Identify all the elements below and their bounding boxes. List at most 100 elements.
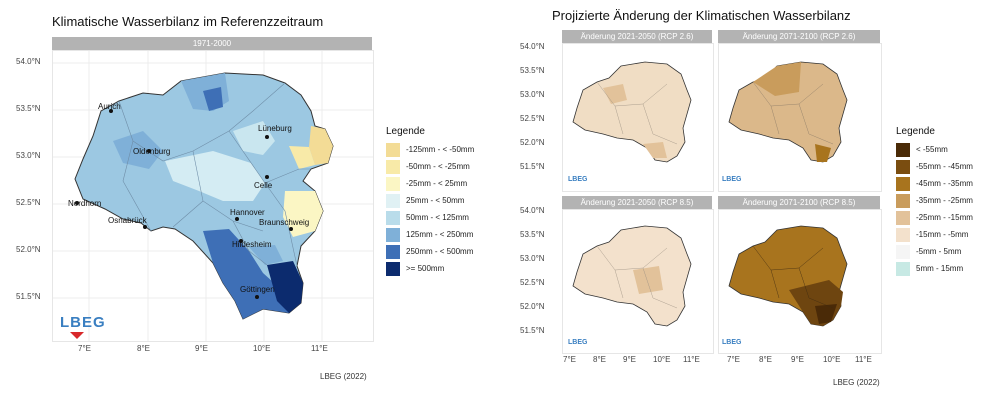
- left-map-panel: [52, 50, 374, 342]
- left-lat-tick: 52.0°N: [16, 245, 41, 254]
- left-legend-label: 50mm - < 125mm: [406, 213, 469, 222]
- right-legend-swatch: [896, 227, 910, 242]
- right-legend-label: 5mm - 15mm: [916, 264, 964, 273]
- right-lat-tick: 52.5°N: [520, 114, 545, 123]
- left-legend: Legende -125mm - < -50mm -50mm - < -25mm -…: [386, 126, 474, 277]
- left-lat-tick: 52.5°N: [16, 198, 41, 207]
- right-lat-tick: 51.5°N: [520, 326, 545, 335]
- left-legend-title: Legende: [386, 126, 425, 137]
- left-map-svg: [53, 51, 373, 341]
- left-legend-swatch: [386, 261, 400, 276]
- right-lat-tick: 52.5°N: [520, 278, 545, 287]
- left-legend-swatch: [386, 142, 400, 157]
- right-lon-tick: 10°E: [653, 355, 671, 364]
- city-label-oldenburg: Oldenburg: [133, 147, 171, 156]
- left-lat-tick: 54.0°N: [16, 57, 41, 66]
- right-lon-tick: 7°E: [563, 355, 576, 364]
- left-legend-swatch: [386, 210, 400, 225]
- lbeg-logo: LBEG: [60, 314, 106, 331]
- right-lat-tick: 53.5°N: [520, 66, 545, 75]
- left-legend-item: -25mm - < 25mm: [386, 175, 474, 192]
- logo-triangle-icon: [70, 332, 84, 339]
- right-lat-tick: 52.0°N: [520, 302, 545, 311]
- right-legend-label: -45mm - -35mm: [916, 179, 973, 188]
- right-legend-item: -15mm - -5mm: [896, 226, 973, 243]
- panel-map-4: [718, 209, 882, 354]
- right-legend-swatch: [896, 142, 910, 157]
- left-legend-item: 125mm - < 250mm: [386, 226, 474, 243]
- right-legend-label: -25mm - -15mm: [916, 213, 973, 222]
- right-legend: Legende < -55mm -55mm - -45mm -45mm - -35m…: [896, 126, 973, 277]
- right-lat-tick: 53.0°N: [520, 90, 545, 99]
- city-label-hannover: Hannover: [230, 208, 265, 217]
- left-legend-item: 50mm - < 125mm: [386, 209, 474, 226]
- right-credit: LBEG (2022): [833, 378, 880, 387]
- right-legend-item: -5mm - 5mm: [896, 243, 973, 260]
- right-legend-label: -15mm - -5mm: [916, 230, 969, 239]
- city-dot-lueneburg: [265, 135, 269, 139]
- panel-strip-4: Änderung 2071-2100 (RCP 8.5): [718, 196, 880, 209]
- panel-logo-1: LBEG: [568, 176, 588, 183]
- right-lat-tick: 53.0°N: [520, 254, 545, 263]
- panel-logo-2: LBEG: [722, 176, 742, 183]
- right-legend-item: -25mm - -15mm: [896, 209, 973, 226]
- right-lon-tick: 9°E: [623, 355, 636, 364]
- right-lon-tick: 9°E: [791, 355, 804, 364]
- left-legend-swatch: [386, 193, 400, 208]
- left-legend-label: 250mm - < 500mm: [406, 247, 474, 256]
- left-legend-label: 25mm - < 50mm: [406, 196, 465, 205]
- right-map-title: Projizierte Änderung der Klimatischen Wa…: [552, 8, 851, 23]
- left-legend-swatch: [386, 244, 400, 259]
- right-legend-swatch: [896, 210, 910, 225]
- panel-logo-3: LBEG: [568, 339, 588, 346]
- city-label-lueneburg: Lüneburg: [258, 124, 292, 133]
- city-dot-celle: [265, 175, 269, 179]
- panel-strip-2: Änderung 2071-2100 (RCP 2.6): [718, 30, 880, 43]
- panel-logo-4: LBEG: [722, 339, 742, 346]
- left-legend-swatch: [386, 159, 400, 174]
- right-legend-label: -55mm - -45mm: [916, 162, 973, 171]
- city-label-osnabrueck: Osnabrück: [108, 216, 147, 225]
- right-lon-tick: 10°E: [823, 355, 841, 364]
- right-legend-item: 5mm - 15mm: [896, 260, 973, 277]
- right-legend-title: Legende: [896, 126, 935, 137]
- right-legend-item: -35mm - -25mm: [896, 192, 973, 209]
- panel-map-1: [562, 43, 714, 192]
- city-dot-nordhorn: [75, 201, 79, 205]
- left-legend-label: -50mm - < -25mm: [406, 162, 470, 171]
- left-legend-item: -125mm - < -50mm: [386, 141, 474, 158]
- left-lon-tick: 10°E: [253, 344, 271, 353]
- left-lat-tick: 51.5°N: [16, 292, 41, 301]
- right-lon-tick: 11°E: [855, 355, 872, 364]
- city-label-celle: Celle: [254, 181, 273, 190]
- city-dot-osnabrueck: [143, 225, 147, 229]
- left-legend-item: >= 500mm: [386, 260, 474, 277]
- right-legend-item: -55mm - -45mm: [896, 158, 973, 175]
- left-legend-label: -25mm - < 25mm: [406, 179, 468, 188]
- left-lat-tick: 53.0°N: [16, 151, 41, 160]
- left-lon-tick: 11°E: [311, 344, 328, 353]
- right-lat-tick: 51.5°N: [520, 162, 545, 171]
- right-legend-label: -35mm - -25mm: [916, 196, 973, 205]
- right-lon-tick: 7°E: [727, 355, 740, 364]
- right-legend-item: < -55mm: [896, 141, 973, 158]
- right-legend-swatch: [896, 261, 910, 276]
- left-lon-tick: 9°E: [195, 344, 208, 353]
- panel-strip-1: Änderung 2021-2050 (RCP 2.6): [562, 30, 712, 43]
- left-legend-swatch: [386, 176, 400, 191]
- right-lon-tick: 8°E: [593, 355, 606, 364]
- left-legend-item: 250mm - < 500mm: [386, 243, 474, 260]
- right-legend-label: -5mm - 5mm: [916, 247, 962, 256]
- city-dot-braunschweig: [289, 227, 293, 231]
- left-legend-swatch: [386, 227, 400, 242]
- right-lon-tick: 8°E: [759, 355, 772, 364]
- right-legend-swatch: [896, 159, 910, 174]
- right-lat-tick: 53.5°N: [520, 230, 545, 239]
- right-lat-tick: 52.0°N: [520, 138, 545, 147]
- right-legend-label: < -55mm: [916, 145, 948, 154]
- left-legend-label: 125mm - < 250mm: [406, 230, 474, 239]
- right-legend-item: -45mm - -35mm: [896, 175, 973, 192]
- right-lat-tick: 54.0°N: [520, 206, 545, 215]
- left-lat-tick: 53.5°N: [16, 104, 41, 113]
- left-panel-strip: 1971-2000: [52, 37, 372, 50]
